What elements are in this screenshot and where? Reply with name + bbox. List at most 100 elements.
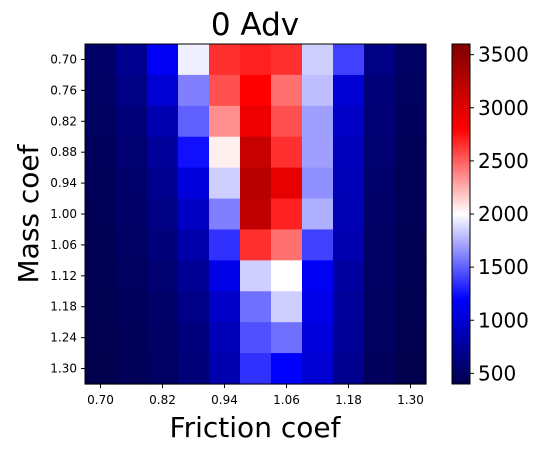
- colorbar-ticks: 500 1000 1500 2000 2500 3000 3500: [470, 43, 529, 385]
- y-tick-label: 0.76: [50, 83, 77, 97]
- heatmap-cell: [209, 167, 241, 200]
- heatmap-cell: [364, 136, 396, 169]
- heatmap-cell: [333, 353, 365, 385]
- heatmap-cell: [209, 44, 241, 76]
- heatmap-cell: [85, 291, 117, 323]
- colorbar-tick-label: 1500: [478, 255, 529, 279]
- y-tick-label: 1.12: [50, 269, 77, 283]
- heatmap-cell: [333, 291, 365, 323]
- heatmap-cell: [147, 74, 179, 107]
- heatmap-cell: [395, 322, 427, 354]
- heatmap-cell: [147, 198, 179, 231]
- heatmap-cell: [178, 167, 210, 200]
- x-tick-label: 1.30: [397, 393, 424, 407]
- heatmap-cell: [116, 74, 148, 107]
- heatmap-cell: [116, 353, 148, 385]
- heatmap-cell: [302, 322, 334, 354]
- y-tick-label: 1.30: [50, 362, 77, 376]
- heatmap-cell: [178, 260, 210, 292]
- x-tick-label: 0.70: [87, 393, 114, 407]
- heatmap-cell: [147, 260, 179, 292]
- heatmap-cell: [178, 198, 210, 231]
- heatmap-cell: [116, 136, 148, 169]
- y-tick-label: 0.88: [50, 145, 77, 159]
- colorbar-tick-label: 2000: [478, 202, 529, 226]
- heatmap-cell: [240, 167, 272, 200]
- heatmap-cell: [302, 291, 334, 323]
- heatmap-cell: [395, 136, 427, 169]
- heatmap-cell: [85, 229, 117, 261]
- heatmap-cell: [85, 260, 117, 292]
- heatmap-cell: [364, 353, 396, 385]
- heatmap-cell: [209, 322, 241, 354]
- x-axis-label: Friction coef: [170, 411, 342, 444]
- heatmap-cell: [302, 229, 334, 261]
- heatmap-cell: [147, 291, 179, 323]
- heatmap-cells: [85, 44, 427, 385]
- heatmap-cell: [178, 353, 210, 385]
- heatmap-cell: [209, 105, 241, 138]
- heatmap-cell: [178, 44, 210, 76]
- heatmap-cell: [395, 260, 427, 292]
- heatmap-cell: [271, 74, 303, 107]
- heatmap-cell: [240, 322, 272, 354]
- heatmap-cell: [271, 353, 303, 385]
- heatmap-cell: [395, 229, 427, 261]
- y-tick-label: 1.00: [50, 207, 77, 221]
- colorbar-tick-label: 3500: [478, 43, 529, 67]
- heatmap-cell: [333, 260, 365, 292]
- heatmap-cell: [240, 198, 272, 231]
- heatmap-cell: [364, 198, 396, 231]
- heatmap-cell: [147, 322, 179, 354]
- heatmap-cell: [209, 74, 241, 107]
- heatmap-cell: [302, 44, 334, 76]
- heatmap-cell: [302, 105, 334, 138]
- heatmap-cell: [209, 198, 241, 231]
- heatmap-cell: [116, 44, 148, 76]
- heatmap-cell: [240, 291, 272, 323]
- heatmap-cell: [116, 260, 148, 292]
- heatmap-cell: [333, 74, 365, 107]
- heatmap-cell: [147, 105, 179, 138]
- heatmap-cell: [85, 74, 117, 107]
- heatmap-cell: [395, 74, 427, 107]
- y-tick-label: 0.94: [50, 176, 77, 190]
- heatmap-cell: [333, 105, 365, 138]
- heatmap-cell: [271, 322, 303, 354]
- heatmap-cell: [240, 44, 272, 76]
- heatmap-cell: [147, 229, 179, 261]
- heatmap-cell: [364, 322, 396, 354]
- heatmap-cell: [209, 260, 241, 292]
- heatmap-cell: [333, 229, 365, 261]
- y-tick-label: 1.24: [50, 331, 77, 345]
- heatmap-cell: [302, 353, 334, 385]
- heatmap-cell: [302, 260, 334, 292]
- heatmap-cell: [333, 136, 365, 169]
- heatmap-cell: [85, 353, 117, 385]
- heatmap-cell: [116, 198, 148, 231]
- heatmap-cell: [240, 260, 272, 292]
- heatmap-cell: [85, 136, 117, 169]
- heatmap-cell: [240, 136, 272, 169]
- y-axis-label: Mass coef: [12, 143, 45, 283]
- heatmap-cell: [302, 167, 334, 200]
- heatmap-cell: [178, 291, 210, 323]
- heatmap-cell: [364, 260, 396, 292]
- heatmap-cell: [271, 291, 303, 323]
- heatmap-cell: [147, 44, 179, 76]
- heatmap-cell: [178, 322, 210, 354]
- heatmap-cell: [178, 74, 210, 107]
- heatmap-cell: [364, 44, 396, 76]
- heatmap-cell: [271, 44, 303, 76]
- x-axis-ticks: 0.70 0.82 0.94 1.06 1.18 1.30: [87, 384, 424, 407]
- heatmap-cell: [147, 353, 179, 385]
- heatmap-cell: [116, 291, 148, 323]
- heatmap-cell: [178, 229, 210, 261]
- heatmap-cell: [395, 167, 427, 200]
- heatmap-cell: [178, 136, 210, 169]
- heatmap-cell: [364, 291, 396, 323]
- heatmap-cell: [209, 353, 241, 385]
- heatmap-cell: [271, 105, 303, 138]
- y-tick-label: 1.18: [50, 300, 77, 314]
